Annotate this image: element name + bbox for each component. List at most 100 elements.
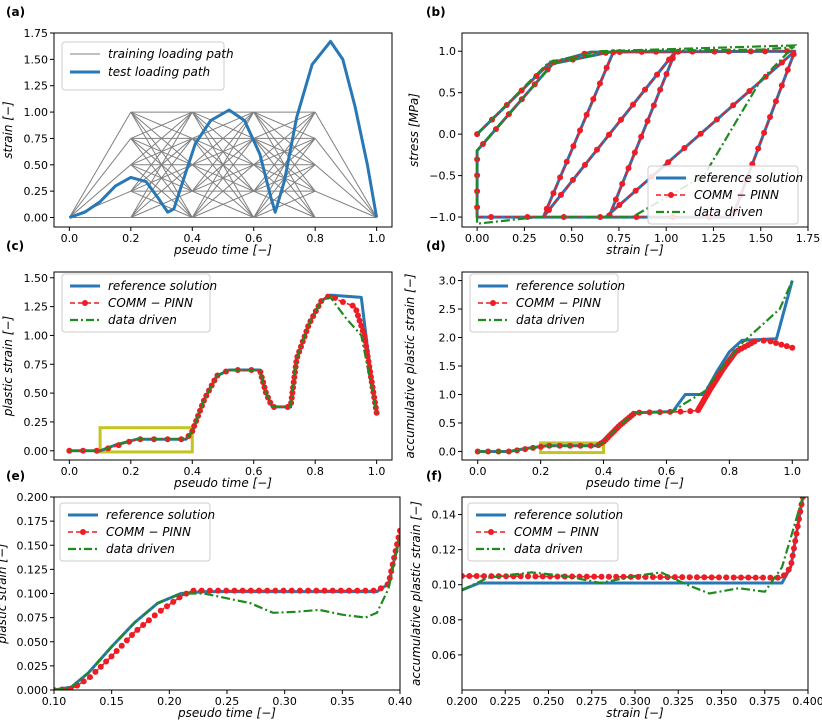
pinn-marker [577,127,584,134]
pinn-marker [239,587,246,594]
pinn-marker [638,133,645,140]
pinn-marker [272,587,279,594]
pinn-marker [288,587,295,594]
series-data-driven [54,535,400,690]
x-tick-label: 0.35 [330,695,355,708]
legend-label: COMM − PINN [108,296,193,310]
pinn-marker [247,587,254,594]
x-tick-label: 0.30 [272,695,297,708]
pinn-marker [359,327,366,334]
panel-e: 0.10 0.15 0.20 0.25 0.30 0.35 0.40 0.000 0.025 0.… [0,469,412,720]
plot-area [474,280,796,455]
axes-frame [53,32,393,228]
y-tick-label: 0.25 [24,416,49,429]
pinn-marker [752,574,759,581]
pinn-marker [591,573,598,580]
legend-marker-pinn [490,300,496,306]
pinn-marker [790,51,797,58]
x-tick-label: 0.20 [157,695,182,708]
pinn-marker [679,574,686,581]
x-tick-label: 0.275 [576,695,608,708]
panel-label: (d) [426,239,446,253]
pinn-marker [650,102,657,109]
pinn-marker [550,190,557,197]
pinn-marker [570,143,577,150]
x-axis-label: strain [−] [606,243,664,257]
pinn-marker [593,146,600,153]
legend-marker-pinn [668,192,674,198]
pinn-marker [164,436,171,443]
pinn-marker [778,82,785,89]
pinn-marker [630,101,637,108]
pinn-marker [178,436,185,443]
y-tick-label: 1.50 [24,272,49,285]
pinn-marker [481,573,488,580]
pinn-marker [280,587,287,594]
pinn-marker [488,214,495,221]
axes-frame [53,271,393,461]
x-tick-label: 1.0 [368,465,386,478]
x-tick-label: 0.75 [607,232,632,245]
panel-label: (c) [6,239,24,253]
y-axis-label: accumulative plastic strain [−] [403,273,417,458]
legend-label: COMM − PINN [106,525,191,539]
pinn-marker [362,587,369,594]
pinn-marker [356,317,363,324]
training-path [130,111,193,166]
x-tick-label: 0.25 [512,232,537,245]
legend-marker-pinn [80,529,86,535]
pinn-marker [128,631,135,638]
y-tick-label: 1.25 [24,301,49,314]
x-tick-label: 0.0 [61,232,79,245]
pinn-marker [296,587,303,594]
panel-label: (a) [6,5,25,19]
pinn-marker [543,205,550,212]
training-path [253,111,316,166]
pinn-marker [642,573,649,580]
panel-label: (b) [426,5,446,19]
y-tick-label: 0.200 [17,491,49,504]
panel-f: 0.200 0.225 0.250 0.275 0.300 0.325 0.350 0.375… [409,469,822,720]
pinn-marker [708,574,715,581]
training-path [130,164,193,218]
pinn-marker [525,573,532,580]
pinn-marker [785,566,792,573]
pinn-marker [713,116,720,123]
y-tick-label: 0.025 [17,660,49,673]
pinn-marker [556,442,563,449]
y-tick-label: 0.75 [24,132,49,145]
panel-a: 0.0 0.2 0.4 0.6 0.8 1.0 0.00 0.25 0.50 0.75 1.00 1.… [1,5,393,257]
training-path [314,190,377,218]
pinn-marker [789,552,796,559]
y-tick-label: 0.075 [17,612,49,625]
legend-label: reference solution [516,279,625,293]
pinn-marker [646,409,653,416]
pinn-marker [255,587,262,594]
training-path [68,111,132,218]
pinn-marker [397,527,400,534]
training-path [314,111,378,218]
pinn-marker [605,131,612,138]
y-tick-label: 0.75 [24,358,49,371]
training-path [130,111,193,218]
x-tick-label: 0.0 [469,465,487,478]
pinn-marker [613,573,620,580]
y-tick-label: −1.0 [429,211,456,224]
pinn-marker [767,114,774,121]
pinn-marker [616,202,623,209]
pinn-marker [313,587,320,594]
legend-box [647,165,799,225]
pinn-marker [603,64,610,71]
pinn-marker [80,678,87,685]
legend-label: data driven [516,313,585,327]
pinn-marker [697,130,704,137]
pinn-marker [373,409,380,416]
y-tick-label: −0.5 [429,170,456,183]
series-comm-pinn [477,339,793,453]
pinn-marker [619,180,626,187]
pinn-marker [789,344,796,351]
pinn-marker [792,538,799,545]
series-data-driven [462,497,804,595]
x-tick-label: 0.8 [306,465,324,478]
pinn-marker [612,196,619,203]
